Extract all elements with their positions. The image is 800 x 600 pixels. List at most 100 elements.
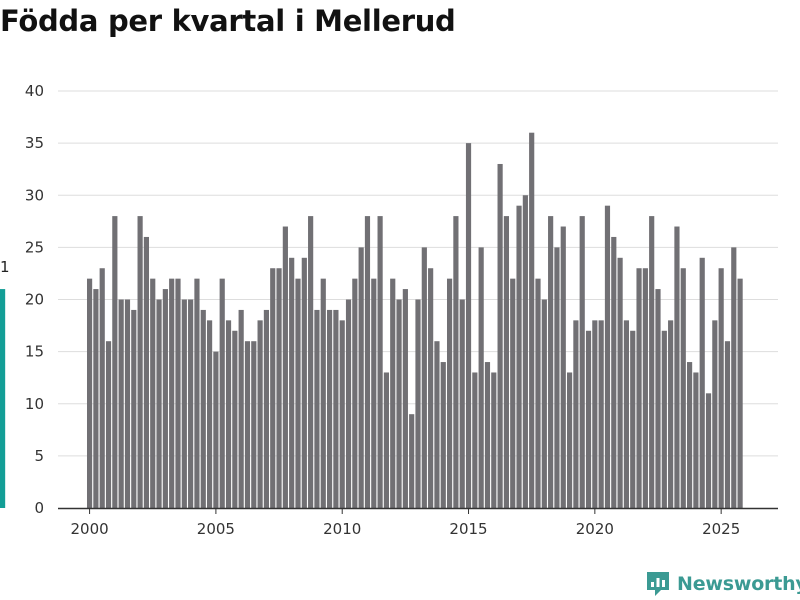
bar-2007.5 xyxy=(276,268,282,508)
bar-2003.5 xyxy=(175,278,181,508)
bar-2001.75 xyxy=(131,309,137,508)
bar-2015 xyxy=(465,143,472,509)
bar-2018.5 xyxy=(554,247,560,509)
bar-2008.75 xyxy=(308,216,314,508)
x-tick-label-2010: 2010 xyxy=(323,520,361,538)
bar-2021.75 xyxy=(636,268,642,508)
bar-undefined xyxy=(0,289,6,508)
bar-2023.25 xyxy=(674,226,680,508)
bar-2024.75 xyxy=(712,320,718,508)
bar-2013 xyxy=(415,299,421,508)
bar-2012.5 xyxy=(402,289,408,508)
y-tick-label-20: 20 xyxy=(25,291,44,309)
newsworthy-logo-icon xyxy=(647,572,669,596)
bar-2009.5 xyxy=(326,309,333,508)
bar-2020.5 xyxy=(604,205,611,508)
x-axis-tick-labels: 2000 2005 2010 2015 2020 2025 xyxy=(70,520,740,538)
bars xyxy=(0,132,743,509)
bar-2022.25 xyxy=(649,216,655,508)
bar-2019 xyxy=(566,372,573,508)
y-tick-label-15: 15 xyxy=(25,343,44,361)
bar-2020.25 xyxy=(598,320,604,508)
bar-2003 xyxy=(162,289,168,508)
bar-2014.75 xyxy=(459,299,465,508)
x-tick-label-2000: 2000 xyxy=(70,520,108,538)
y-tick-label-30: 30 xyxy=(25,186,44,204)
bar-2001 xyxy=(112,216,118,508)
y-axis-tick-labels: 0 5 10 15 20 25 30 35 40 xyxy=(25,82,44,517)
value-label-last: 21 xyxy=(0,258,10,276)
y-tick-label-40: 40 xyxy=(25,82,44,100)
bar-2004.5 xyxy=(200,309,206,508)
bar-2021 xyxy=(617,257,623,508)
bar-2000.25 xyxy=(93,289,99,508)
bar-2007.75 xyxy=(282,226,288,508)
bar-2003.25 xyxy=(169,278,175,508)
bar-2002.5 xyxy=(150,278,156,508)
y-tick-label-35: 35 xyxy=(25,134,44,152)
bar-2010 xyxy=(339,320,345,508)
bar-2024 xyxy=(693,372,699,508)
bar-2022.5 xyxy=(655,289,661,508)
bar-2015.5 xyxy=(478,247,484,509)
bar-2011.25 xyxy=(371,278,377,508)
bar-2019.75 xyxy=(585,330,592,508)
bar-2010.25 xyxy=(345,299,352,508)
newsworthy-logo: Newsworthy xyxy=(645,570,800,598)
bar-2025.25 xyxy=(724,341,731,508)
bar-2011.5 xyxy=(377,216,383,508)
chart-title: Födda per kvartal i Mellerud xyxy=(0,4,456,38)
bar-2017.25 xyxy=(522,195,528,508)
bar-2025.75 xyxy=(737,278,743,508)
bar-2006.5 xyxy=(251,341,257,508)
bar-2007.25 xyxy=(270,268,276,508)
bar-2020.75 xyxy=(611,236,617,508)
bar-2017.5 xyxy=(529,132,535,508)
bar-2006.25 xyxy=(244,341,251,508)
bar-2015.75 xyxy=(484,362,491,508)
x-tick-label-2020: 2020 xyxy=(576,520,614,538)
bar-2010.75 xyxy=(358,247,364,509)
bar-2015.25 xyxy=(472,372,478,508)
bar-2004.75 xyxy=(206,320,213,508)
bar-2023.5 xyxy=(680,268,686,508)
bar-2022 xyxy=(642,268,648,508)
bar-2001.25 xyxy=(118,299,124,508)
x-tick-label-2005: 2005 xyxy=(197,520,235,538)
bar-2005.25 xyxy=(219,278,225,508)
bar-2012 xyxy=(390,278,396,508)
bar-2005 xyxy=(213,351,219,509)
bar-2000 xyxy=(86,278,93,508)
bar-2006.75 xyxy=(257,320,263,508)
y-tick-label-0: 0 xyxy=(34,499,44,517)
x-axis xyxy=(58,507,778,514)
bar-2024.25 xyxy=(699,257,705,508)
data-labels: 21 xyxy=(0,258,10,276)
bar-2011.75 xyxy=(383,372,390,508)
x-tick-label-2015: 2015 xyxy=(449,520,487,538)
bar-2014 xyxy=(440,362,446,508)
bar-2008 xyxy=(289,257,295,508)
bar-2025 xyxy=(718,268,724,508)
bar-2004.25 xyxy=(194,278,200,508)
bar-2001.5 xyxy=(124,299,131,508)
bar-2016.5 xyxy=(503,216,510,508)
bar-2009.75 xyxy=(333,309,339,508)
bar-2016 xyxy=(491,372,497,508)
bar-2010.5 xyxy=(352,278,358,508)
bar-2019.25 xyxy=(573,320,579,508)
bar-2023.75 xyxy=(686,362,693,508)
bar-2005.5 xyxy=(225,320,232,508)
bar-2023 xyxy=(668,320,674,508)
newsworthy-logo-text: Newsworthy xyxy=(677,573,800,595)
bar-2006 xyxy=(238,309,244,508)
bar-2016.25 xyxy=(497,163,503,509)
x-tick-label-2025: 2025 xyxy=(702,520,740,538)
bar-2003.75 xyxy=(181,299,187,508)
bar-2018 xyxy=(541,299,547,508)
bar-2016.75 xyxy=(510,278,516,508)
bar-2014.5 xyxy=(453,216,459,508)
bar-2013.25 xyxy=(421,247,427,509)
bar-2022.75 xyxy=(661,330,667,508)
